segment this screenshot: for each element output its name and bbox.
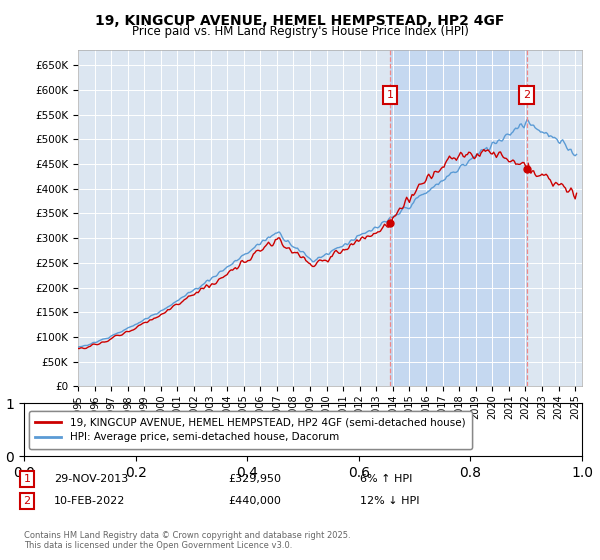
- Text: 2: 2: [23, 496, 31, 506]
- Text: Price paid vs. HM Land Registry's House Price Index (HPI): Price paid vs. HM Land Registry's House …: [131, 25, 469, 38]
- Text: 12% ↓ HPI: 12% ↓ HPI: [360, 496, 419, 506]
- Text: 29-NOV-2013: 29-NOV-2013: [54, 474, 128, 484]
- Bar: [390, 50, 527, 386]
- Text: 2: 2: [523, 90, 530, 100]
- Text: 19, KINGCUP AVENUE, HEMEL HEMPSTEAD, HP2 4GF: 19, KINGCUP AVENUE, HEMEL HEMPSTEAD, HP2…: [95, 14, 505, 28]
- Text: 10-FEB-2022: 10-FEB-2022: [54, 496, 125, 506]
- Text: Contains HM Land Registry data © Crown copyright and database right 2025.
This d: Contains HM Land Registry data © Crown c…: [24, 530, 350, 550]
- Text: £440,000: £440,000: [228, 496, 281, 506]
- Legend: 19, KINGCUP AVENUE, HEMEL HEMPSTEAD, HP2 4GF (semi-detached house), HPI: Average: 19, KINGCUP AVENUE, HEMEL HEMPSTEAD, HP2…: [29, 411, 472, 449]
- Text: £329,950: £329,950: [228, 474, 281, 484]
- Text: 1: 1: [23, 474, 31, 484]
- Text: 6% ↑ HPI: 6% ↑ HPI: [360, 474, 412, 484]
- Text: 1: 1: [386, 90, 394, 100]
